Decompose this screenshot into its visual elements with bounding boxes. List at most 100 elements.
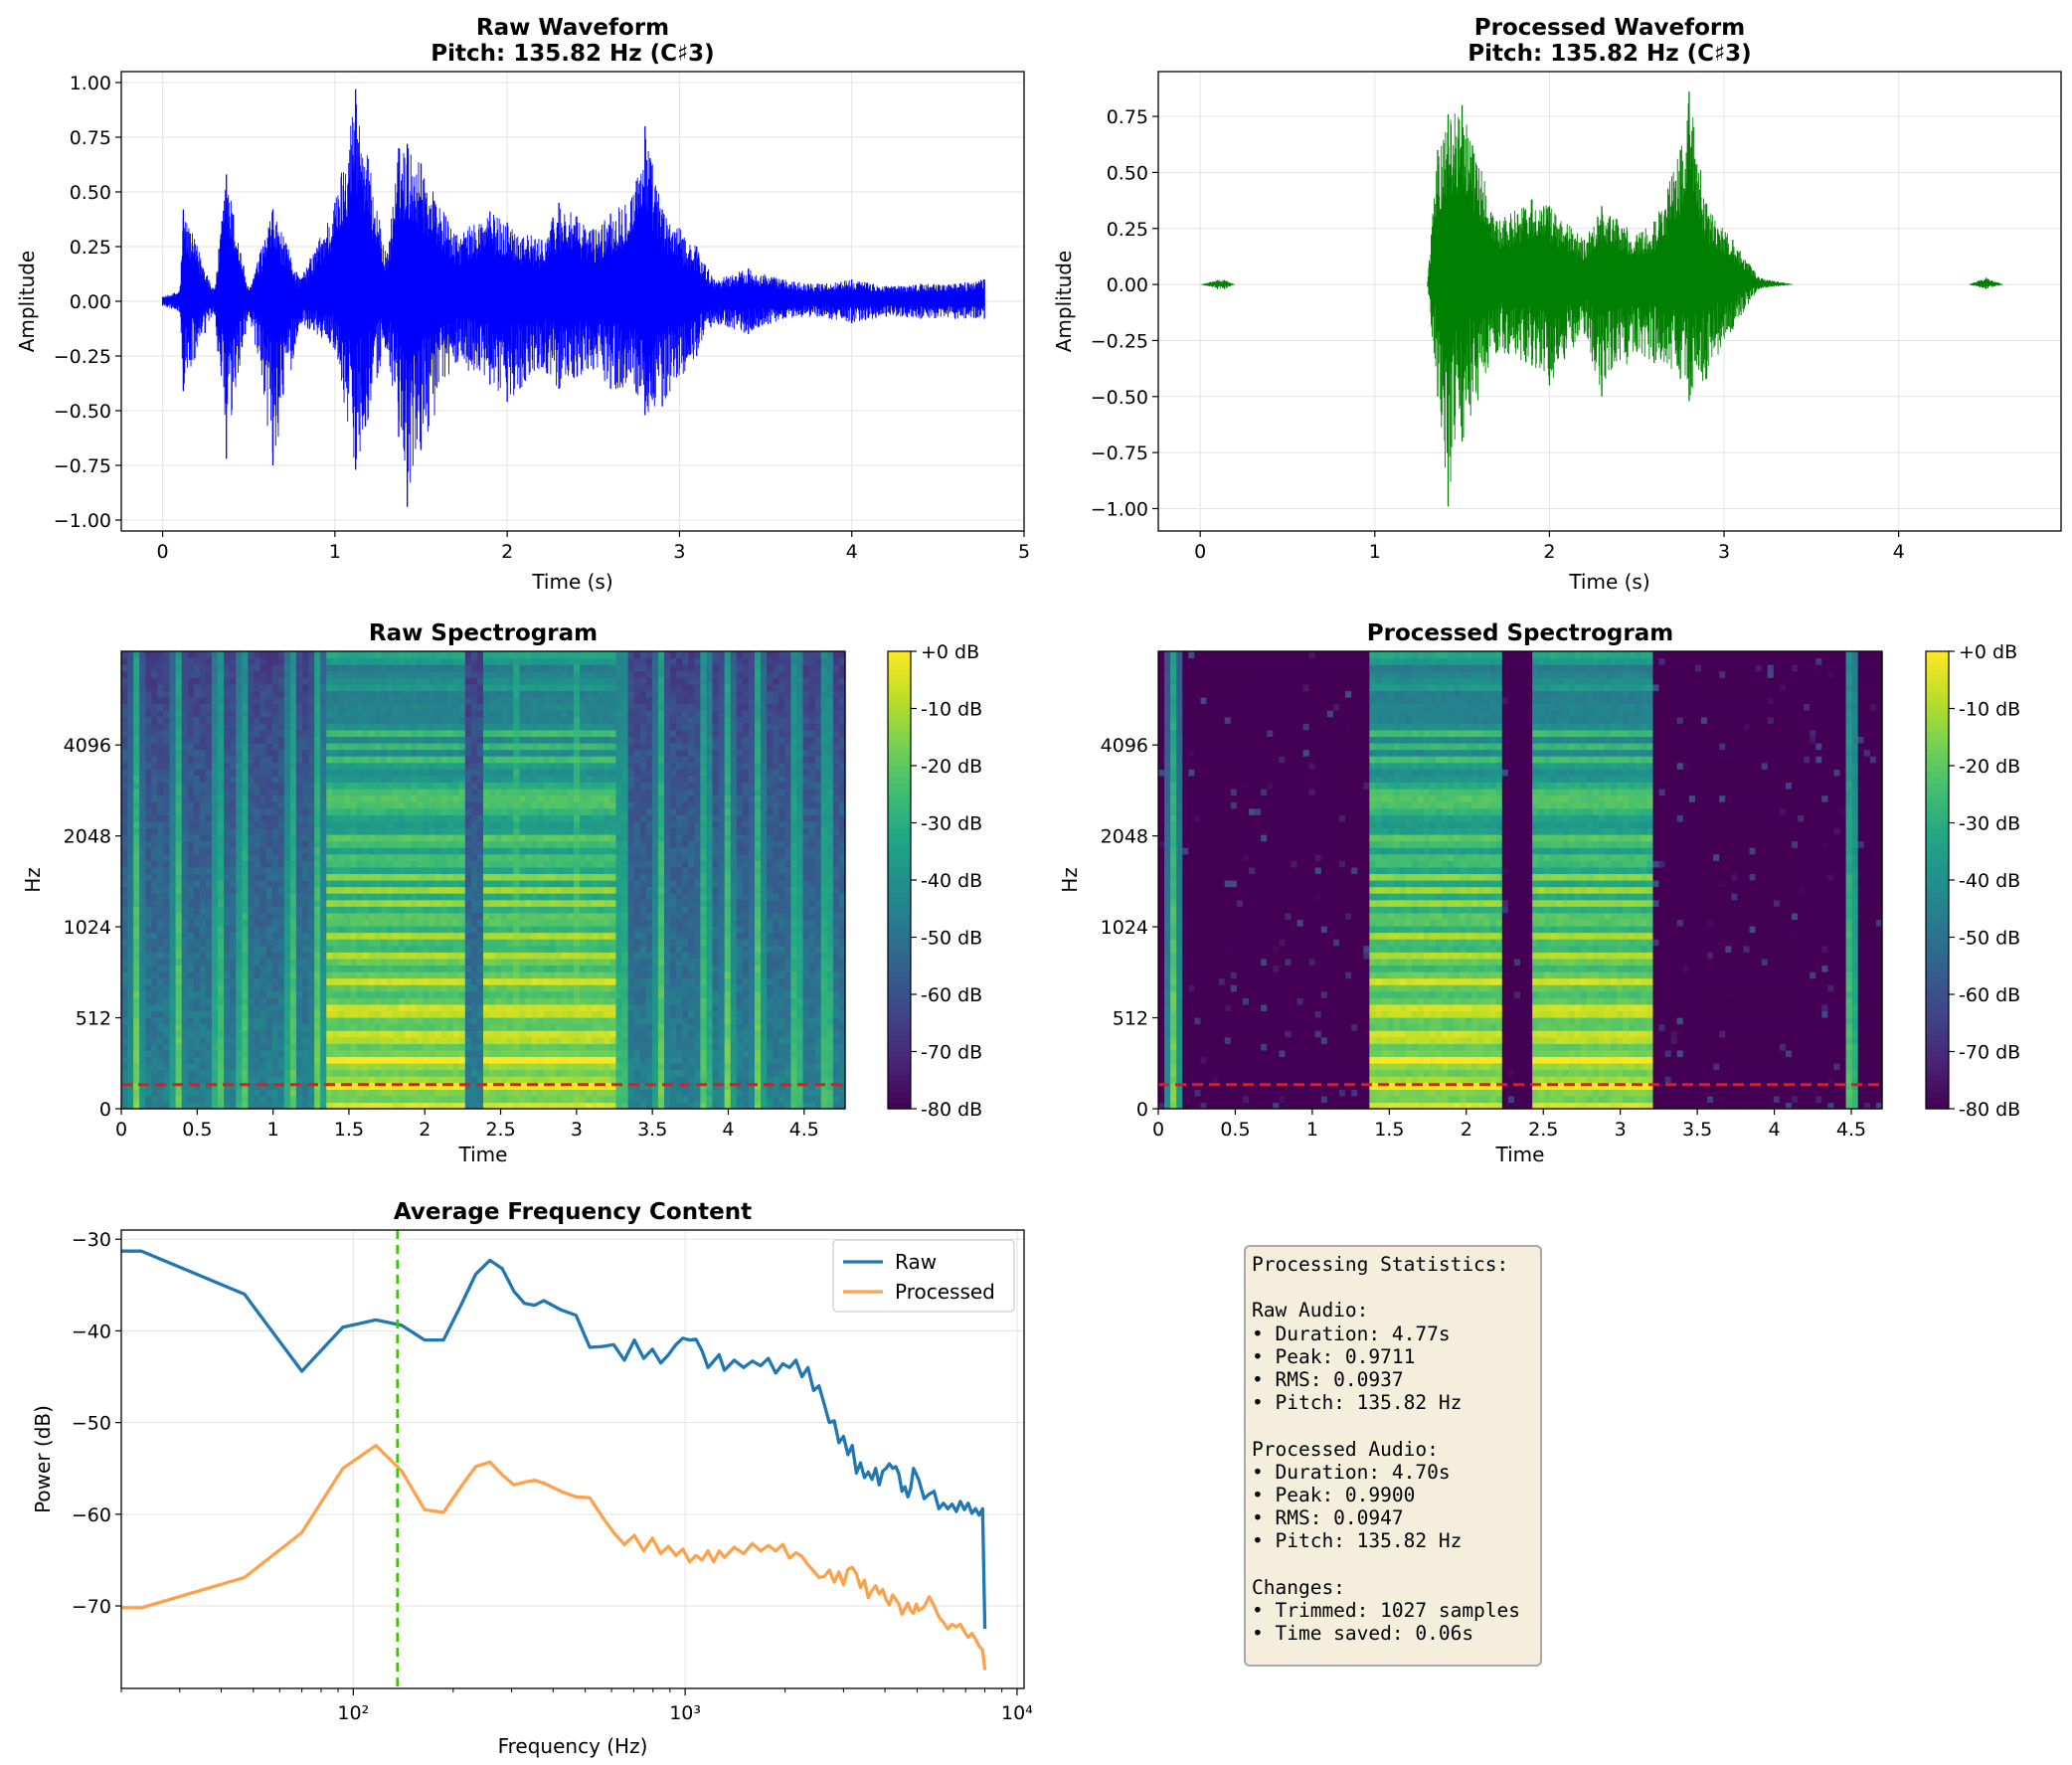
spectrogram-cell [295, 716, 303, 724]
spectrogram-cell [411, 1049, 418, 1058]
spectrogram-cell [259, 782, 267, 790]
spectrogram-cell [242, 1063, 249, 1071]
spectrogram-cell [423, 1010, 430, 1018]
spectrogram-cell [380, 926, 388, 934]
spectrogram-cell [139, 814, 146, 822]
spectrogram-cell [236, 834, 243, 842]
spectrogram-cell [265, 651, 273, 659]
spectrogram-cell [350, 1023, 358, 1031]
spectrogram-cell [464, 664, 472, 672]
spectrogram-cell [446, 1102, 454, 1110]
spectrogram-cell [368, 1069, 376, 1077]
spectrogram-cell [277, 664, 285, 672]
spectrogram-cell [320, 1017, 327, 1025]
spectrogram-cell [326, 775, 333, 784]
spectrogram-cell [368, 794, 376, 802]
spectrogram-cell [344, 1069, 352, 1077]
spectrogram-cell [495, 977, 502, 985]
spectrogram-cell [248, 1030, 256, 1038]
spectrogram-cell [205, 1102, 213, 1110]
spectrogram-cell [350, 743, 358, 751]
spectrogram-cell [501, 1089, 508, 1097]
spectrogram-cell [434, 997, 442, 1005]
spectrogram-cell [519, 919, 527, 927]
spectrogram-cell [399, 1043, 406, 1051]
spectrogram-cell [145, 984, 152, 992]
spectrogram-cell [277, 794, 285, 802]
spectrogram-cell [187, 1076, 195, 1084]
spectrogram-cell [464, 820, 472, 829]
spectrogram-cell [464, 1063, 472, 1071]
spectrogram-cell [531, 984, 539, 992]
spectrogram-cell [489, 958, 496, 967]
spectrogram-cell [199, 997, 207, 1005]
spectrogram-cell [230, 716, 237, 724]
spectrogram-cell [489, 762, 496, 770]
spectrogram-cell [308, 840, 315, 848]
spectrogram-cell [399, 893, 406, 901]
spectrogram-cell [302, 775, 309, 784]
spectrogram-cell [254, 710, 261, 718]
spectrogram-cell [205, 814, 213, 822]
spectrogram-cell [121, 840, 128, 848]
spectrogram-cell [393, 769, 400, 777]
spectrogram-cell [458, 1076, 466, 1084]
spectrogram-cell [314, 697, 321, 705]
spectrogram-cell [205, 1049, 213, 1058]
spectrogram-cell [151, 1069, 158, 1077]
spectrogram-cell [464, 880, 472, 888]
spectrogram-cell [393, 1049, 400, 1058]
spectrogram-cell [254, 965, 261, 972]
spectrogram-cell [483, 782, 490, 790]
spectrogram-cell [434, 958, 442, 967]
spectrogram-cell [163, 840, 171, 848]
spectrogram-cell [434, 840, 442, 848]
spectrogram-cell [338, 952, 346, 960]
spectrogram-cell [187, 677, 195, 685]
spectrogram-cell [199, 893, 207, 901]
spectrogram-cell [205, 820, 213, 829]
spectrogram-cell [133, 670, 140, 678]
spectrogram-cell [248, 729, 256, 738]
spectrogram-cell [434, 690, 442, 698]
spectrogram-cell [501, 683, 508, 692]
spectrogram-cell [429, 977, 436, 985]
spectrogram-cell [163, 939, 171, 947]
spectrogram-cell [440, 1049, 448, 1058]
spectrogram-cell [242, 1089, 249, 1097]
spectrogram-cell [423, 899, 430, 907]
spectrogram-cell [254, 775, 261, 784]
spectrogram-cell [157, 912, 165, 921]
spectrogram-cell [446, 683, 454, 692]
spectrogram-cell [495, 860, 502, 868]
spectrogram-cell [332, 782, 339, 790]
spectrogram-cell [224, 1036, 231, 1044]
spectrogram-cell [411, 827, 418, 835]
spectrogram-cell [314, 990, 321, 998]
spectrogram-cell [295, 820, 303, 829]
spectrogram-cell [350, 893, 358, 901]
spectrogram-cell [205, 1056, 213, 1064]
spectrogram-cell [513, 775, 520, 784]
spectrogram-cell [429, 664, 436, 672]
spectrogram-cell [386, 1076, 394, 1084]
spectrogram-cell [399, 1056, 406, 1064]
spectrogram-cell [218, 853, 225, 861]
spectrogram-cell [205, 677, 213, 685]
spectrogram-cell [507, 762, 514, 770]
spectrogram-cell [374, 1010, 382, 1018]
spectrogram-cell [452, 827, 460, 835]
spectrogram-cell [399, 1089, 406, 1097]
spectrogram-cell [452, 1089, 460, 1097]
spectrogram-cell [326, 971, 333, 979]
spectrogram-cell [265, 762, 273, 770]
spectrogram-cell [193, 847, 201, 855]
spectrogram-cell [169, 683, 177, 692]
spectrogram-cell [531, 1017, 539, 1025]
spectrogram-cell [187, 853, 195, 861]
spectrogram-cell [368, 1076, 376, 1084]
spectrogram-cell [386, 782, 394, 790]
spectrogram-cell [175, 834, 183, 842]
spectrogram-cell [483, 965, 490, 972]
